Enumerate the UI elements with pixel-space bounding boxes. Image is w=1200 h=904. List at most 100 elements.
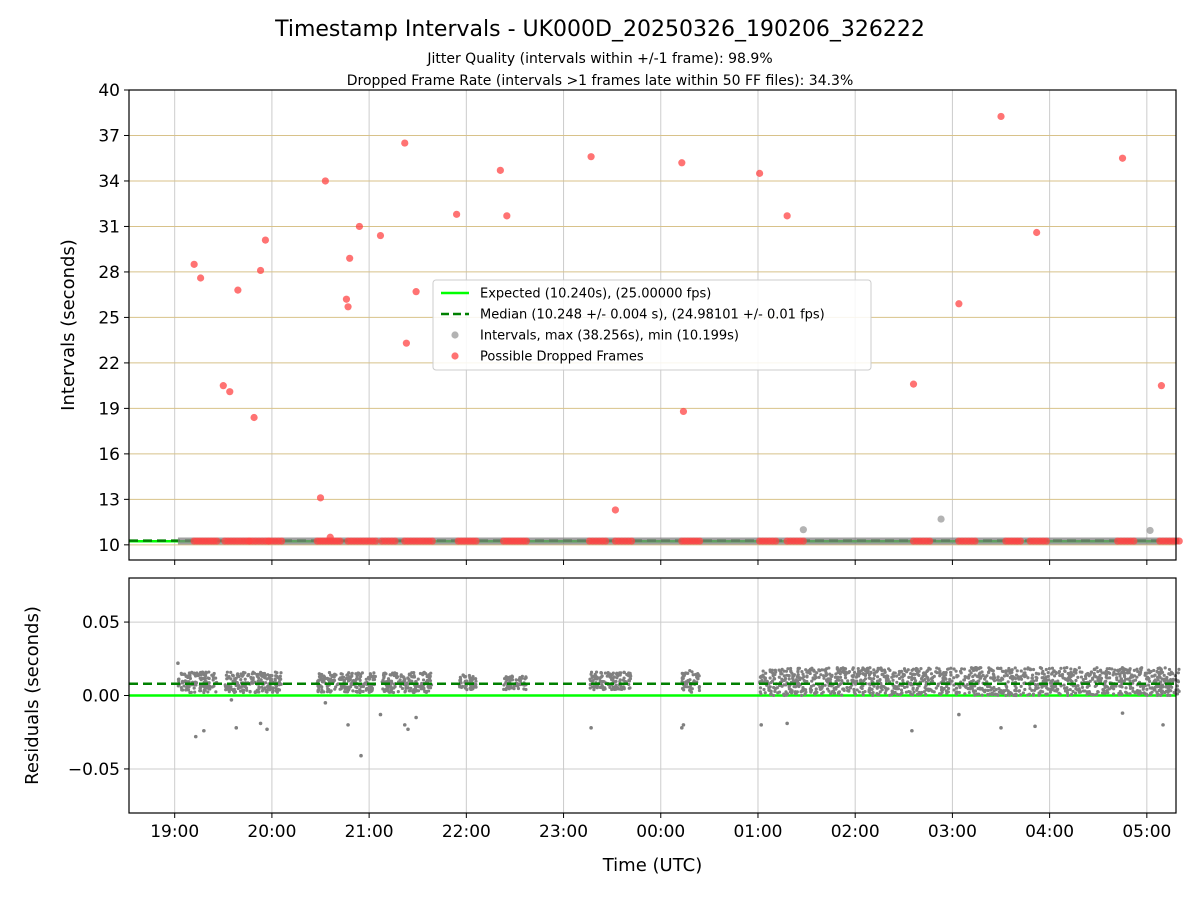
residual-point bbox=[922, 690, 926, 694]
x-tick-label: 21:00 bbox=[345, 822, 394, 842]
residual-point bbox=[926, 678, 931, 682]
residual-point bbox=[1152, 668, 1156, 673]
residual-point bbox=[1166, 693, 1170, 697]
residual-point bbox=[390, 681, 394, 685]
residual-point bbox=[1145, 687, 1149, 691]
residual-point bbox=[878, 678, 882, 682]
residual-point bbox=[800, 669, 804, 674]
residual-point bbox=[1044, 667, 1048, 672]
residual-point bbox=[1021, 691, 1025, 695]
residual-point bbox=[1081, 689, 1086, 693]
residual-point bbox=[1094, 675, 1098, 679]
residual-point bbox=[1141, 685, 1146, 689]
residual-point bbox=[922, 673, 926, 678]
residual-point bbox=[229, 685, 233, 689]
residual-point bbox=[1095, 666, 1099, 670]
residual-point bbox=[509, 677, 513, 681]
residual-point bbox=[1005, 688, 1009, 692]
residual-point bbox=[365, 686, 369, 690]
dropped-frame-point bbox=[1130, 537, 1138, 545]
residual-point bbox=[995, 666, 1000, 670]
legend-swatch-dropped bbox=[451, 352, 459, 360]
residual-point bbox=[1013, 666, 1017, 670]
residual-point bbox=[279, 671, 283, 675]
residual-point bbox=[913, 679, 918, 683]
residual-point bbox=[948, 677, 952, 681]
residual-point bbox=[401, 675, 405, 679]
residual-point bbox=[792, 673, 797, 677]
residual-point bbox=[1147, 683, 1151, 687]
residual-point bbox=[505, 686, 509, 690]
residual-point bbox=[868, 666, 872, 670]
residual-point bbox=[1041, 690, 1045, 694]
residual-point bbox=[952, 667, 956, 671]
residual-point bbox=[787, 687, 791, 691]
residual-point bbox=[855, 688, 859, 692]
residual-point bbox=[1065, 691, 1070, 695]
residual-point bbox=[821, 674, 826, 678]
top-panel: 10 13 16 19 22 25 28 31 34 37 40 Intervals (second… bbox=[58, 81, 1183, 565]
residual-point bbox=[912, 690, 916, 694]
residual-point bbox=[1158, 666, 1162, 670]
residual-point bbox=[629, 674, 633, 678]
residual-point bbox=[759, 723, 764, 727]
residual-point bbox=[902, 685, 907, 690]
residual-point bbox=[1140, 666, 1144, 670]
residual-point bbox=[1094, 692, 1099, 697]
dropped-frame-point bbox=[955, 300, 963, 308]
residual-point bbox=[1052, 674, 1057, 678]
residual-point bbox=[615, 672, 619, 677]
residual-point bbox=[1073, 691, 1078, 695]
top-y-tick-label: 16 bbox=[98, 445, 120, 465]
residual-point bbox=[1123, 675, 1127, 679]
residual-point bbox=[1110, 667, 1114, 671]
dropped-frame-point bbox=[402, 339, 410, 347]
residual-point bbox=[472, 685, 476, 689]
residual-point bbox=[969, 679, 973, 684]
residual-point bbox=[187, 674, 191, 678]
residual-point bbox=[599, 679, 603, 683]
residual-point bbox=[843, 676, 848, 680]
residual-point bbox=[842, 671, 846, 675]
residual-point bbox=[1066, 678, 1070, 683]
residual-point bbox=[206, 690, 210, 694]
residual-point bbox=[177, 677, 181, 681]
residual-point bbox=[915, 686, 919, 691]
residual-point bbox=[920, 690, 924, 695]
residual-point bbox=[402, 723, 407, 727]
residual-point bbox=[954, 669, 958, 673]
residual-point bbox=[805, 670, 809, 674]
residual-point bbox=[681, 672, 685, 676]
residual-point bbox=[427, 673, 431, 677]
residual-point bbox=[769, 680, 773, 685]
residual-point bbox=[691, 673, 695, 677]
residual-point bbox=[1105, 689, 1109, 693]
residual-point bbox=[1059, 666, 1063, 670]
residual-point bbox=[989, 676, 993, 680]
residual-point bbox=[382, 674, 386, 678]
residual-point bbox=[360, 671, 364, 675]
dropped-frame-point bbox=[678, 159, 686, 167]
residual-point bbox=[1128, 679, 1132, 683]
residual-point bbox=[266, 673, 270, 677]
dropped-frame-point bbox=[1016, 537, 1025, 545]
dropped-frame-point bbox=[213, 537, 221, 545]
legend-label: Possible Dropped Frames bbox=[480, 350, 644, 365]
residual-point bbox=[271, 686, 275, 690]
residual-point bbox=[777, 668, 781, 672]
residual-point bbox=[785, 721, 789, 726]
residual-point bbox=[867, 682, 871, 686]
residual-point bbox=[695, 675, 699, 679]
residual-point bbox=[922, 671, 926, 675]
residual-point bbox=[1104, 673, 1109, 677]
residual-point bbox=[367, 684, 371, 688]
residual-point bbox=[859, 679, 863, 683]
residual-point bbox=[336, 682, 340, 686]
residual-point bbox=[824, 671, 828, 675]
residual-point bbox=[1148, 692, 1152, 696]
residual-point bbox=[474, 679, 478, 683]
residual-point bbox=[1155, 670, 1159, 674]
dropped-frame-point bbox=[472, 537, 480, 545]
residual-point bbox=[981, 688, 985, 692]
residual-point bbox=[863, 673, 868, 678]
